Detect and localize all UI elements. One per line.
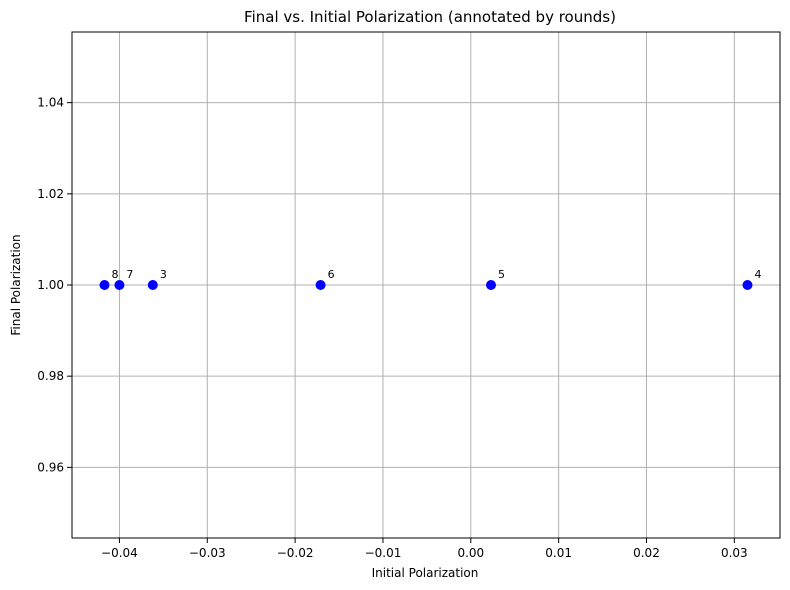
y-tick-label: 1.02 xyxy=(37,187,64,201)
y-tick-label: 1.00 xyxy=(37,278,64,292)
x-tick-label: −0.01 xyxy=(365,546,402,560)
scatter-point xyxy=(486,280,497,290)
x-tick-label: −0.03 xyxy=(189,546,226,560)
point-annotation: 3 xyxy=(160,268,167,281)
y-axis-label: Final Polarization xyxy=(9,234,23,335)
y-tick-label: 0.96 xyxy=(37,460,64,474)
y-tick-label: 1.04 xyxy=(37,96,64,110)
x-axis-label: Initial Polarization xyxy=(372,566,479,580)
scatter-point xyxy=(742,280,753,290)
grid xyxy=(72,32,780,538)
y-axis-ticks: 0.96 0.98 1.00 1.02 1.04 xyxy=(37,96,72,474)
x-tick-label: 0.00 xyxy=(457,546,484,560)
point-annotation: 8 xyxy=(112,268,119,281)
x-tick-label: −0.04 xyxy=(101,546,138,560)
scatter-point xyxy=(315,280,326,290)
x-tick-label: 0.01 xyxy=(545,546,572,560)
point-annotation: 5 xyxy=(498,268,505,281)
x-tick-label: 0.03 xyxy=(721,546,748,560)
point-annotation: 4 xyxy=(754,268,761,281)
x-tick-label: 0.02 xyxy=(633,546,660,560)
scatter-point xyxy=(99,280,110,290)
point-annotation: 7 xyxy=(126,268,133,281)
scatter-point xyxy=(114,280,125,290)
point-annotation: 6 xyxy=(328,268,335,281)
y-tick-label: 0.98 xyxy=(37,369,64,383)
x-tick-label: −0.02 xyxy=(277,546,314,560)
x-axis-ticks: −0.04 −0.03 −0.02 −0.01 0.00 0.01 0.02 0.03 xyxy=(101,538,748,560)
scatter-point xyxy=(147,280,158,290)
chart-title: Final vs. Initial Polarization (annotate… xyxy=(244,8,616,26)
data-points xyxy=(99,280,753,290)
